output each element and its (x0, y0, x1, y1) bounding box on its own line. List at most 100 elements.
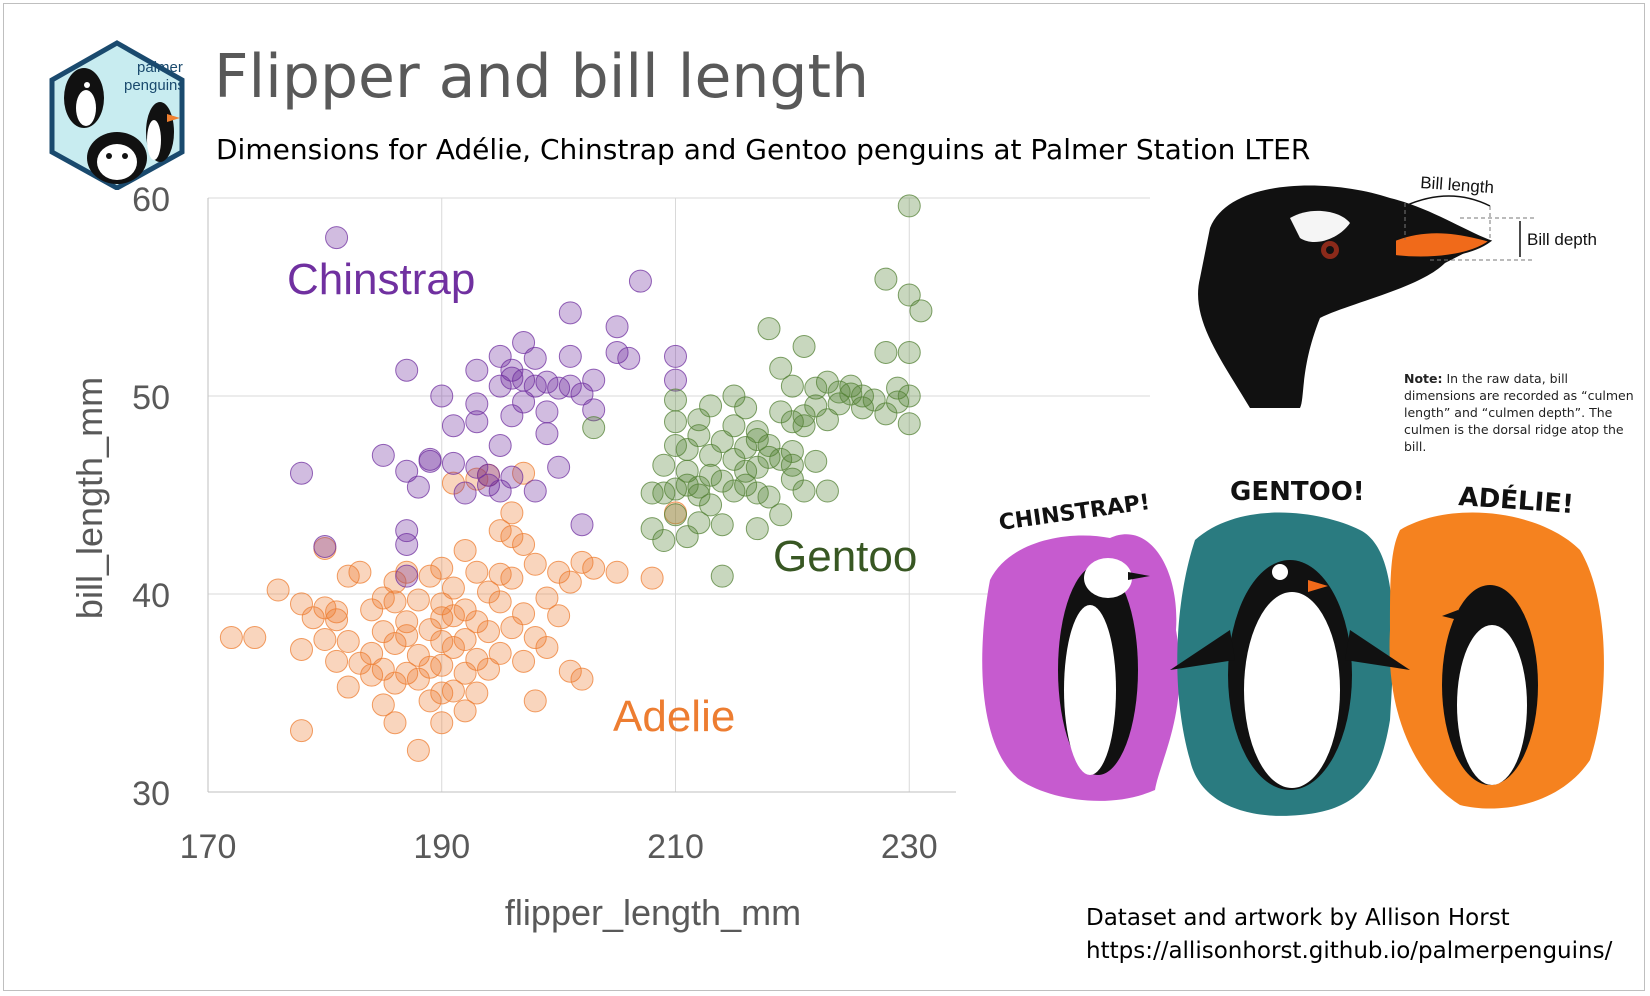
point-adelie (418, 655, 442, 679)
art-label-gentoo: GENTOO! (1230, 477, 1365, 507)
point-adelie (371, 657, 395, 681)
point-chinstrap (488, 374, 512, 398)
point-gentoo (897, 384, 921, 408)
point-adelie (535, 586, 559, 610)
point-chinstrap (535, 400, 559, 424)
point-gentoo (687, 475, 711, 499)
point-gentoo (780, 467, 804, 491)
point-chinstrap (453, 481, 477, 505)
point-chinstrap (418, 447, 442, 471)
point-gentoo (722, 479, 746, 503)
point-adelie (418, 618, 442, 642)
point-gentoo (769, 503, 793, 527)
point-chinstrap (406, 475, 430, 499)
point-adelie (290, 592, 313, 616)
point-adelie (383, 671, 407, 695)
point-adelie (453, 538, 477, 562)
point-adelie (219, 626, 243, 650)
bill-depth-label: Bill depth (1527, 230, 1597, 249)
y-tick-label: 60 (132, 181, 170, 219)
point-gentoo (792, 414, 816, 438)
point-adelie (441, 679, 465, 703)
point-gentoo (874, 402, 898, 426)
point-gentoo (687, 483, 711, 507)
point-adelie (453, 598, 477, 622)
point-gentoo (652, 453, 676, 477)
point-adelie (360, 663, 384, 687)
point-adelie (406, 588, 430, 612)
point-gentoo (710, 430, 734, 454)
art-label-chinstrap: CHINSTRAP! (997, 490, 1151, 536)
point-gentoo (722, 384, 746, 408)
point-gentoo (582, 416, 606, 440)
point-gentoo (862, 388, 886, 412)
point-gentoo (745, 517, 769, 541)
point-adelie (395, 661, 419, 685)
point-chinstrap (488, 434, 512, 457)
point-gentoo (652, 529, 676, 553)
point-gentoo (687, 408, 711, 432)
x-tick-label: 170 (180, 828, 237, 866)
palmerpenguins-logo: palmer penguins (49, 40, 185, 190)
point-adelie (640, 566, 664, 590)
point-adelie (383, 590, 407, 614)
logo-line2: penguins (124, 77, 185, 94)
point-adelie (535, 635, 559, 659)
series-label-adelie: Adelie (613, 692, 735, 741)
note-heading: Note: (1404, 371, 1443, 386)
point-gentoo (687, 511, 711, 535)
point-adelie (430, 653, 454, 677)
point-adelie (582, 556, 606, 580)
point-adelie (523, 626, 547, 650)
point-gentoo (839, 382, 863, 406)
point-gentoo (780, 453, 804, 477)
point-chinstrap (395, 533, 419, 556)
point-adelie (500, 525, 524, 549)
point-adelie (465, 647, 489, 671)
point-gentoo (675, 525, 699, 549)
point-adelie (453, 661, 477, 685)
point-gentoo (757, 434, 781, 457)
point-chinstrap (558, 374, 582, 398)
point-gentoo (827, 380, 851, 404)
credit-block: Dataset and artwork by Allison Horst htt… (1086, 902, 1612, 968)
point-gentoo (687, 424, 711, 448)
point-adelie (406, 738, 430, 762)
point-gentoo (792, 404, 816, 428)
point-chinstrap (570, 513, 594, 537)
point-adelie (325, 608, 349, 632)
point-chinstrap (558, 301, 582, 325)
point-adelie (477, 580, 500, 604)
point-adelie (465, 560, 489, 584)
point-adelie (406, 643, 430, 667)
point-chinstrap (500, 358, 524, 382)
point-gentoo (886, 390, 910, 414)
point-gentoo (897, 283, 921, 307)
point-chinstrap (523, 479, 547, 503)
point-adelie (465, 681, 489, 705)
point-chinstrap (477, 463, 500, 487)
point-chinstrap (465, 455, 489, 479)
point-adelie (430, 592, 454, 616)
point-gentoo (722, 447, 746, 471)
point-adelie (547, 604, 571, 628)
point-adelie (266, 578, 290, 602)
point-adelie (430, 606, 454, 630)
point-adelie (558, 659, 582, 683)
point-adelie (465, 610, 489, 634)
point-gentoo (757, 485, 781, 509)
point-chinstrap (290, 461, 313, 485)
point-chinstrap (488, 344, 512, 368)
point-adelie (488, 590, 512, 614)
point-adelie (336, 675, 360, 699)
point-gentoo (815, 370, 839, 394)
point-chinstrap (664, 344, 687, 368)
point-gentoo (640, 517, 664, 541)
point-adelie (290, 719, 313, 743)
point-adelie (512, 533, 536, 556)
point-chinstrap (535, 422, 559, 446)
x-axis-title: flipper_length_mm (505, 892, 801, 933)
point-gentoo (874, 340, 898, 364)
point-gentoo (769, 447, 793, 471)
point-chinstrap (395, 459, 419, 483)
